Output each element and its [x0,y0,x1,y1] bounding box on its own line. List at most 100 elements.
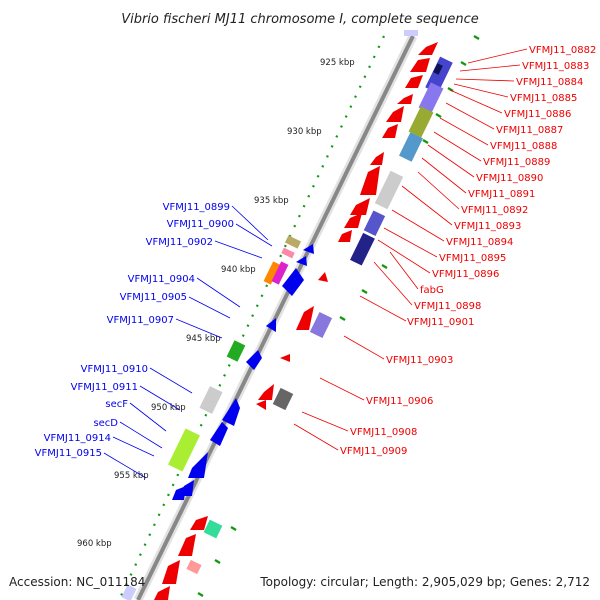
gene-box [399,132,423,162]
gene-box [363,210,386,236]
gene-label: VFMJ11_0887 [496,125,563,136]
gene-arrow [258,384,274,400]
gene-arrow [296,306,314,330]
gene-arrow [246,350,262,370]
gene-arrow [222,398,240,426]
gene-box [418,82,444,114]
gene-label: VFMJ11_0884 [516,77,583,88]
gene-label: VFMJ11_0892 [461,205,528,216]
gene-box [203,519,223,539]
gene-box [281,247,295,259]
gene-arrow [303,244,314,254]
gene-box [433,63,443,75]
gene-arrow [280,354,290,362]
gene-box [284,235,302,249]
gene-label: fabG [420,285,444,296]
gene-arrow [382,124,398,138]
chromosome-backbone [133,34,418,600]
gene-features [121,30,453,600]
map-title: Vibrio fischeri MJ11 chromosome I, compl… [121,12,479,27]
gene-label: VFMJ11_0910 [81,364,148,375]
gene-arrow [397,94,413,104]
tick-track [119,35,385,599]
gene-label: VFMJ11_0908 [350,427,417,438]
gene-label: VFMJ11_0886 [504,109,571,120]
gene-label: VFMJ11_0888 [490,141,557,152]
gene-arrow [210,422,228,446]
gene-label: VFMJ11_0890 [476,173,543,184]
gene-arrow [190,516,208,530]
gene-box [272,387,294,411]
gene-arrow [338,230,352,242]
gene-arrow [405,75,423,88]
kbp-label: 945 kbp [186,334,221,344]
gene-label: VFMJ11_0911 [71,382,138,393]
gene-arrow [410,58,430,72]
gene-arrow [360,166,380,195]
gene-arrow [154,586,170,600]
gene-label: VFMJ11_0889 [483,157,550,168]
gene-label: VFMJ11_0903 [386,355,453,366]
gene-arrow [418,42,438,55]
gene-box [404,30,418,36]
gene-arrow [350,198,370,215]
gene-label: VFMJ11_0900 [167,219,234,230]
gene-label: VFMJ11_0907 [107,315,174,326]
gene-label: VFMJ11_0891 [468,189,535,200]
right-callout-lines [293,48,528,451]
gene-box [263,261,281,285]
gene-arrow [370,152,384,165]
gene-arrow [344,213,362,228]
left-labels: VFMJ11_0899 VFMJ11_0900 VFMJ11_0902 VFMJ… [35,202,234,459]
gene-arrow [256,400,266,410]
gene-label: VFMJ11_0896 [432,269,499,280]
gene-label: VFMJ11_0904 [128,274,195,285]
gene-box [121,584,137,600]
gene-arrow [266,318,276,332]
gene-box [374,170,404,210]
kbp-labels: 925 kbp 930 kbp 935 kbp 940 kbp 945 kbp … [77,58,355,549]
gene-arrow [318,272,328,282]
gene-label: secF [105,399,128,410]
right-ticks [197,34,480,598]
left-callout-lines [103,205,273,479]
gene-arrow [296,256,307,266]
gene-label: VFMJ11_0905 [120,292,187,303]
gene-box [309,312,333,338]
right-labels: VFMJ11_0882 VFMJ11_0883 VFMJ11_0884 VFMJ… [340,45,596,457]
kbp-label: 925 kbp [320,58,355,68]
gene-label: VFMJ11_0898 [414,301,481,312]
gene-box [168,428,200,472]
gene-label: VFMJ11_0906 [366,396,433,407]
kbp-label: 950 kbp [151,403,186,413]
gene-label: VFMJ11_0899 [163,202,230,213]
gene-arrow [386,106,404,122]
kbp-label: 930 kbp [287,127,322,137]
gene-arrow [282,268,304,296]
gene-label: VFMJ11_0902 [146,237,213,248]
gene-arrow [178,534,196,556]
gene-box [186,559,202,575]
gene-box [408,106,434,138]
gene-label: VFMJ11_0901 [407,317,474,328]
kbp-label: 960 kbp [77,539,112,549]
accession-text: Accession: NC_011184 [9,575,145,589]
gene-label: VFMJ11_0915 [35,448,102,459]
gene-label: VFMJ11_0894 [446,237,513,248]
gene-box [226,340,246,362]
gene-label: VFMJ11_0895 [439,253,506,264]
gene-label: VFMJ11_0882 [529,45,596,56]
gene-label: secD [93,418,118,429]
kbp-label: 940 kbp [221,265,256,275]
gene-label: VFMJ11_0914 [44,433,111,444]
kbp-label: 955 kbp [114,471,149,481]
gene-label: VFMJ11_0893 [454,221,521,232]
gene-label: VFMJ11_0885 [510,93,577,104]
gene-arrow [162,560,180,584]
topology-text: Topology: circular; Length: 2,905,029 bp… [259,575,590,589]
gene-arrow [188,452,208,478]
gene-box [199,386,223,414]
gene-box [271,261,289,285]
kbp-label: 935 kbp [254,196,289,206]
